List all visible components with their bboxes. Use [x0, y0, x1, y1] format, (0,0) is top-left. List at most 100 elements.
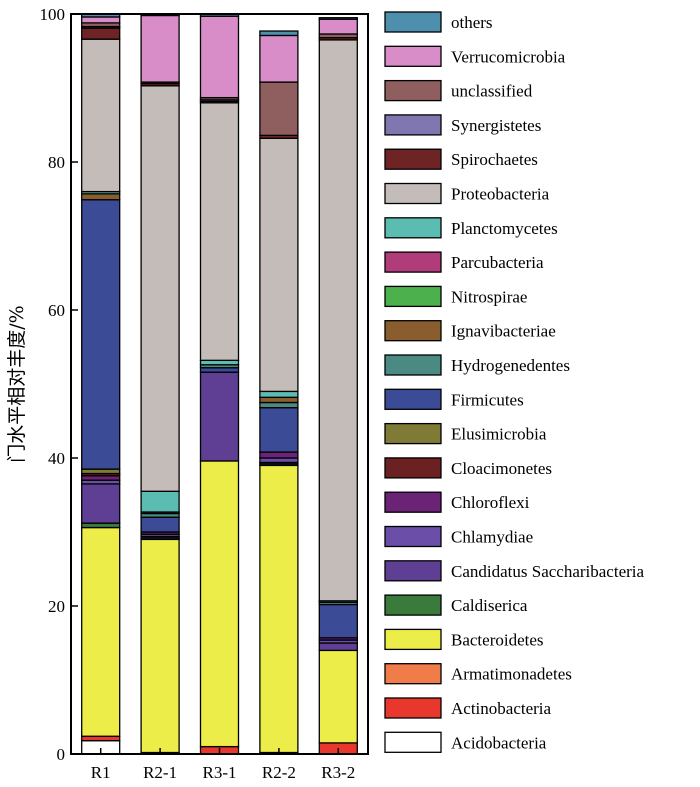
bar-segment-actinobacteria-r1 [81, 735, 121, 742]
legend-swatch [384, 697, 442, 719]
legend-label: Verrucomicrobia [451, 47, 566, 66]
bar-segment-chloroflexi-r2-2 [259, 451, 299, 459]
y-axis-label: 门水平相对丰度/% [6, 305, 28, 462]
legend-swatch [384, 560, 442, 582]
legend-label: Chlamydiae [451, 528, 533, 547]
bar-segment-firmicutes-r2-1 [140, 516, 180, 533]
bar-segment-verrucomicrobia-r2-1 [140, 14, 180, 83]
legend-swatch [384, 251, 442, 273]
bar-segment-proteobacteria-r3-1 [199, 102, 240, 361]
legend-item: Firmicutes [384, 388, 524, 410]
y-tick-label: 100 [40, 5, 66, 24]
x-tick-label: R1 [91, 763, 111, 782]
bar-segment-bacteroidetes-r2-1 [140, 538, 180, 754]
legend-swatch [384, 45, 442, 67]
bar-segment-firmicutes-r3-2 [318, 603, 358, 639]
legend-label: Nitrospirae [451, 287, 527, 306]
legend-swatch [384, 663, 442, 685]
legend-item: Nitrospirae [384, 285, 527, 308]
legend-item: unclassified [384, 79, 533, 102]
bar-stack-R2-2 [259, 30, 299, 755]
bar-segment-proteobacteria-r2-2 [259, 137, 299, 393]
bar-segment-candidatus-saccharibacteria-r3-1 [199, 371, 240, 462]
legend-label: Hydrogenedentes [451, 356, 570, 375]
x-tick-label: R2-2 [262, 763, 296, 782]
legend-swatch [384, 388, 442, 410]
bar-segment-firmicutes-r3-1 [199, 367, 240, 373]
bars-layer [81, 13, 358, 755]
bar-segment-unclassified-r2-2 [259, 81, 299, 137]
bar-segment-bacteroidetes-r1 [81, 526, 121, 737]
legend-label: Armatimonadetes [451, 665, 572, 684]
legend-label: Actinobacteria [451, 699, 552, 718]
legend-item: Proteobacteria [384, 182, 550, 205]
bar-segment-verrucomicrobia-r3-1 [199, 15, 240, 99]
bar-stack-R3-1 [199, 13, 240, 755]
x-tick-label: R3-1 [203, 763, 237, 782]
legend-swatch [384, 491, 442, 513]
legend-swatch [384, 525, 442, 548]
bar-segment-verrucomicrobia-r2-2 [259, 34, 299, 83]
bar-segment-chloroflexi-r1 [81, 475, 121, 481]
legend-swatch [384, 422, 442, 445]
bar-segment-firmicutes-r1 [81, 199, 121, 470]
legend-swatch [384, 217, 442, 239]
bar-segment-elusimicrobia-r1 [81, 468, 121, 475]
bar-segment-hydrogenedentes-r2-2 [259, 401, 299, 409]
bar-segment-caldiserica-r1 [81, 522, 121, 529]
legend-item: Ignavibacteriae [384, 320, 556, 342]
legend-item: Candidatus Saccharibacteria [384, 560, 645, 582]
bar-segment-spirochaetes-r1 [81, 27, 121, 40]
bar-stack-R2-1 [140, 14, 180, 755]
legend: others Verrucomicrobia unclassified Synergi… [384, 11, 645, 753]
bar-stack-R1 [81, 13, 121, 755]
legend-item: Planctomycetes [384, 217, 558, 239]
bar-segment-proteobacteria-r3-2 [318, 39, 358, 602]
bar-segment-bacteroidetes-r3-1 [199, 460, 240, 748]
legend-label: Caldiserica [451, 596, 528, 615]
legend-label: Chloroflexi [451, 493, 530, 512]
bar-segment-planctomycetes-r2-1 [140, 490, 180, 513]
legend-item: Acidobacteria [384, 731, 547, 753]
bar-segment-planctomycetes-r2-2 [259, 390, 299, 398]
bar-segment-candidatus-saccharibacteria-r1 [81, 483, 121, 524]
legend-label: Cloacimonetes [451, 459, 552, 478]
legend-label: Acidobacteria [451, 733, 547, 752]
y-axis: 0 20 40 60 80 100 [40, 5, 78, 764]
legend-swatch [384, 148, 442, 170]
legend-label: Elusimicrobia [451, 425, 547, 444]
bar-segment-verrucomicrobia-r1 [81, 16, 121, 24]
legend-item: Spirochaetes [384, 148, 538, 170]
y-tick-label: 0 [57, 745, 66, 764]
x-axis: R1 R2-1 R3-1 R2-2 R3-2 [91, 748, 355, 782]
legend-label: Proteobacteria [451, 185, 550, 204]
legend-swatch [384, 354, 442, 376]
bar-segment-ignavibacteriae-r1 [81, 193, 121, 201]
y-tick-label: 40 [48, 449, 65, 468]
legend-label: Bacteroidetes [451, 630, 544, 649]
legend-item: Chloroflexi [384, 491, 530, 513]
legend-label: Synergistetes [451, 116, 541, 135]
legend-label: Planctomycetes [451, 219, 558, 238]
legend-swatch [384, 11, 442, 33]
legend-swatch [384, 320, 442, 342]
legend-label: unclassified [451, 82, 533, 101]
bar-segment-verrucomicrobia-r3-2 [318, 18, 358, 35]
legend-label: Parcubacteria [451, 253, 544, 272]
bar-segment-proteobacteria-r1 [81, 38, 121, 193]
legend-item: Hydrogenedentes [384, 354, 570, 376]
legend-item: Cloacimonetes [384, 457, 552, 479]
x-tick-label: R2-1 [143, 763, 177, 782]
bar-segment-chlamydiae-r2-2 [259, 457, 299, 464]
legend-label: Candidatus Saccharibacteria [451, 562, 645, 581]
legend-swatch [384, 79, 442, 102]
legend-swatch [384, 285, 442, 308]
legend-item: Synergistetes [384, 114, 541, 136]
legend-label: Ignavibacteriae [451, 322, 556, 341]
legend-item: Actinobacteria [384, 697, 552, 719]
y-tick-label: 20 [48, 597, 65, 616]
bar-segment-proteobacteria-r2-1 [140, 85, 180, 492]
x-tick-label: R3-2 [321, 763, 355, 782]
bar-segment-firmicutes-r2-2 [259, 407, 299, 453]
legend-item: Elusimicrobia [384, 422, 547, 445]
